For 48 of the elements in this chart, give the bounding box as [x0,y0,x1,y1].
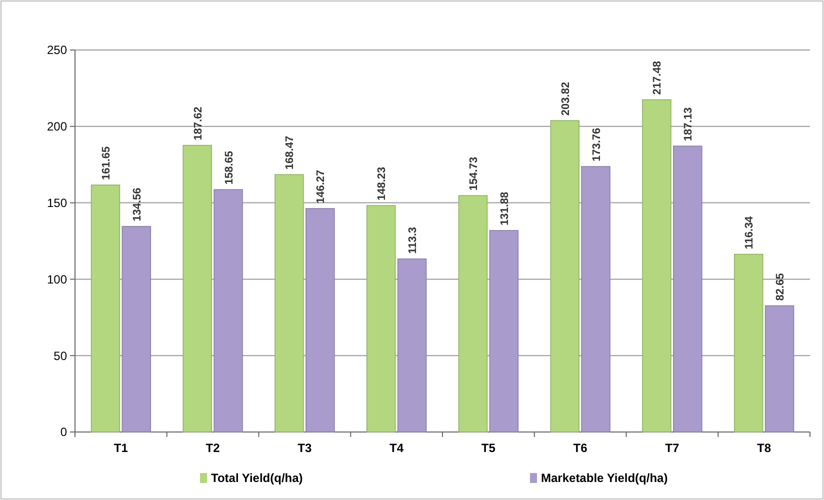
bar [764,305,794,432]
y-tick-label: 0 [60,425,68,440]
data-label: 148.23 [376,166,388,201]
bar [214,189,243,432]
bar [734,254,764,432]
data-label: 116.34 [744,215,756,250]
data-label: 113.3 [407,226,420,254]
bar [550,120,580,432]
x-tick-label: T7 [665,441,680,455]
bar [397,258,427,432]
legend-label: Total Yield(q/ha) [211,471,303,486]
bar [366,205,396,432]
bar [306,208,335,432]
data-label: 187.13 [682,107,695,142]
x-tick-label: T6 [573,441,588,455]
data-label: 217.48 [652,61,664,95]
data-label: 131.88 [498,192,511,226]
bar [642,99,672,432]
data-label: 154.73 [468,156,480,191]
bar [489,230,519,432]
bar [122,226,152,432]
y-tick-label: 200 [46,120,68,134]
data-label: 168.47 [284,136,296,170]
x-tick-label: T2 [206,441,220,455]
x-tick-label: T3 [298,441,312,455]
bar [673,146,702,432]
data-label: 82.65 [774,273,787,301]
data-label: 161.65 [100,146,112,180]
y-tick-label: 100 [46,272,68,286]
x-tick-label: T8 [757,441,772,455]
data-label: 173.76 [590,128,603,162]
bar [90,184,120,432]
x-tick-label: T1 [114,441,128,455]
legend-label: Marketable Yield(q/ha) [541,471,668,486]
data-label: 187.62 [192,106,204,140]
data-label: 203.82 [560,82,572,116]
data-label: 158.65 [223,150,236,185]
bar [274,174,304,432]
y-tick-label: 50 [54,348,68,363]
bar [182,144,212,432]
x-tick-label: T5 [481,441,496,455]
data-label: 134.56 [131,188,144,222]
y-tick-label: 150 [46,196,68,210]
bar [581,166,610,432]
y-tick-label: 250 [46,43,68,58]
bar [458,195,488,432]
x-tick-label: T4 [390,441,404,455]
data-label: 146.27 [315,170,328,204]
